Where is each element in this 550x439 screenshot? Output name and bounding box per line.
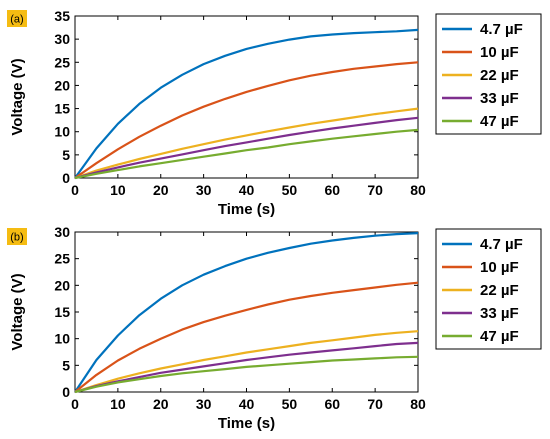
y-tick-label: 5 (62, 147, 70, 163)
legend-label-2: 22 µF (480, 282, 519, 299)
y-tick-label: 20 (54, 277, 70, 293)
series-line-1 (74, 281, 419, 393)
series-line-2 (74, 330, 419, 394)
y-tick-label: 25 (54, 54, 70, 70)
x-tick-label: 40 (239, 182, 255, 198)
legend-label-4: 47 µF (480, 113, 519, 130)
x-tick-label: 70 (367, 182, 383, 198)
chart-panel-a: (a) 0 10 20 30 40 50 60 70 80 0 5 10 15 20 25 30 35 Time (… (7, 8, 542, 218)
y-tick-label: 15 (54, 101, 70, 117)
x-tick-label: 30 (196, 396, 212, 412)
series-line-0 (74, 232, 419, 393)
x-tick-label: 80 (410, 396, 426, 412)
y-tick-label: 0 (62, 384, 70, 400)
y-tick-label: 35 (54, 8, 70, 24)
panel-label: (b) (10, 232, 23, 244)
y-tick-label: 5 (62, 357, 70, 373)
x-tick-label: 50 (282, 396, 298, 412)
x-tick-label: 80 (410, 182, 426, 198)
y-tick-label: 25 (54, 251, 70, 267)
y-tick-label: 30 (54, 224, 70, 240)
legend-label-4: 47 µF (480, 328, 519, 345)
panel-label-badge (7, 228, 27, 245)
x-tick-label: 30 (196, 182, 212, 198)
legend-label-0: 4.7 µF (480, 236, 523, 253)
y-tick-label: 20 (54, 77, 70, 93)
x-tick-label: 20 (153, 396, 169, 412)
x-tick-label: 60 (324, 182, 340, 198)
x-tick-label: 40 (239, 396, 255, 412)
series-line-3 (74, 116, 419, 180)
series-line-2 (74, 107, 419, 180)
legend-label-1: 10 µF (480, 259, 519, 276)
y-tick-label: 15 (54, 304, 70, 320)
chart-panel-b: (b) 0 10 20 30 40 50 60 70 80 0 5 10 15 20 25 30 Time (s)… (7, 224, 542, 432)
y-tick-label: 30 (54, 31, 70, 47)
legend-label-3: 33 µF (480, 305, 519, 322)
x-tick-label: 20 (153, 182, 169, 198)
y-tick-label: 10 (54, 331, 70, 347)
x-axis-label: Time (s) (218, 415, 275, 432)
x-tick-label: 60 (324, 396, 340, 412)
x-tick-label: 0 (71, 182, 79, 198)
legend-label-2: 22 µF (480, 67, 519, 84)
panel-label-badge (7, 10, 27, 27)
series-line-0 (74, 28, 419, 179)
series-line-3 (74, 341, 419, 394)
x-tick-label: 10 (110, 396, 126, 412)
y-axis-label: Voltage (V) (9, 58, 26, 135)
x-tick-label: 50 (282, 182, 298, 198)
legend-label-3: 33 µF (480, 90, 519, 107)
legend-label-0: 4.7 µF (480, 21, 523, 38)
y-axis-label: Voltage (V) (9, 273, 26, 350)
series-line-4 (74, 355, 419, 394)
x-axis-label: Time (s) (218, 201, 275, 218)
x-tick-label: 70 (367, 396, 383, 412)
x-tick-label: 0 (71, 396, 79, 412)
y-tick-label: 10 (54, 124, 70, 140)
series-line-4 (74, 128, 419, 180)
legend-label-1: 10 µF (480, 44, 519, 61)
panel-label: (a) (10, 14, 23, 26)
x-tick-label: 10 (110, 182, 126, 198)
y-tick-label: 0 (62, 170, 70, 186)
series-line-1 (74, 61, 419, 179)
